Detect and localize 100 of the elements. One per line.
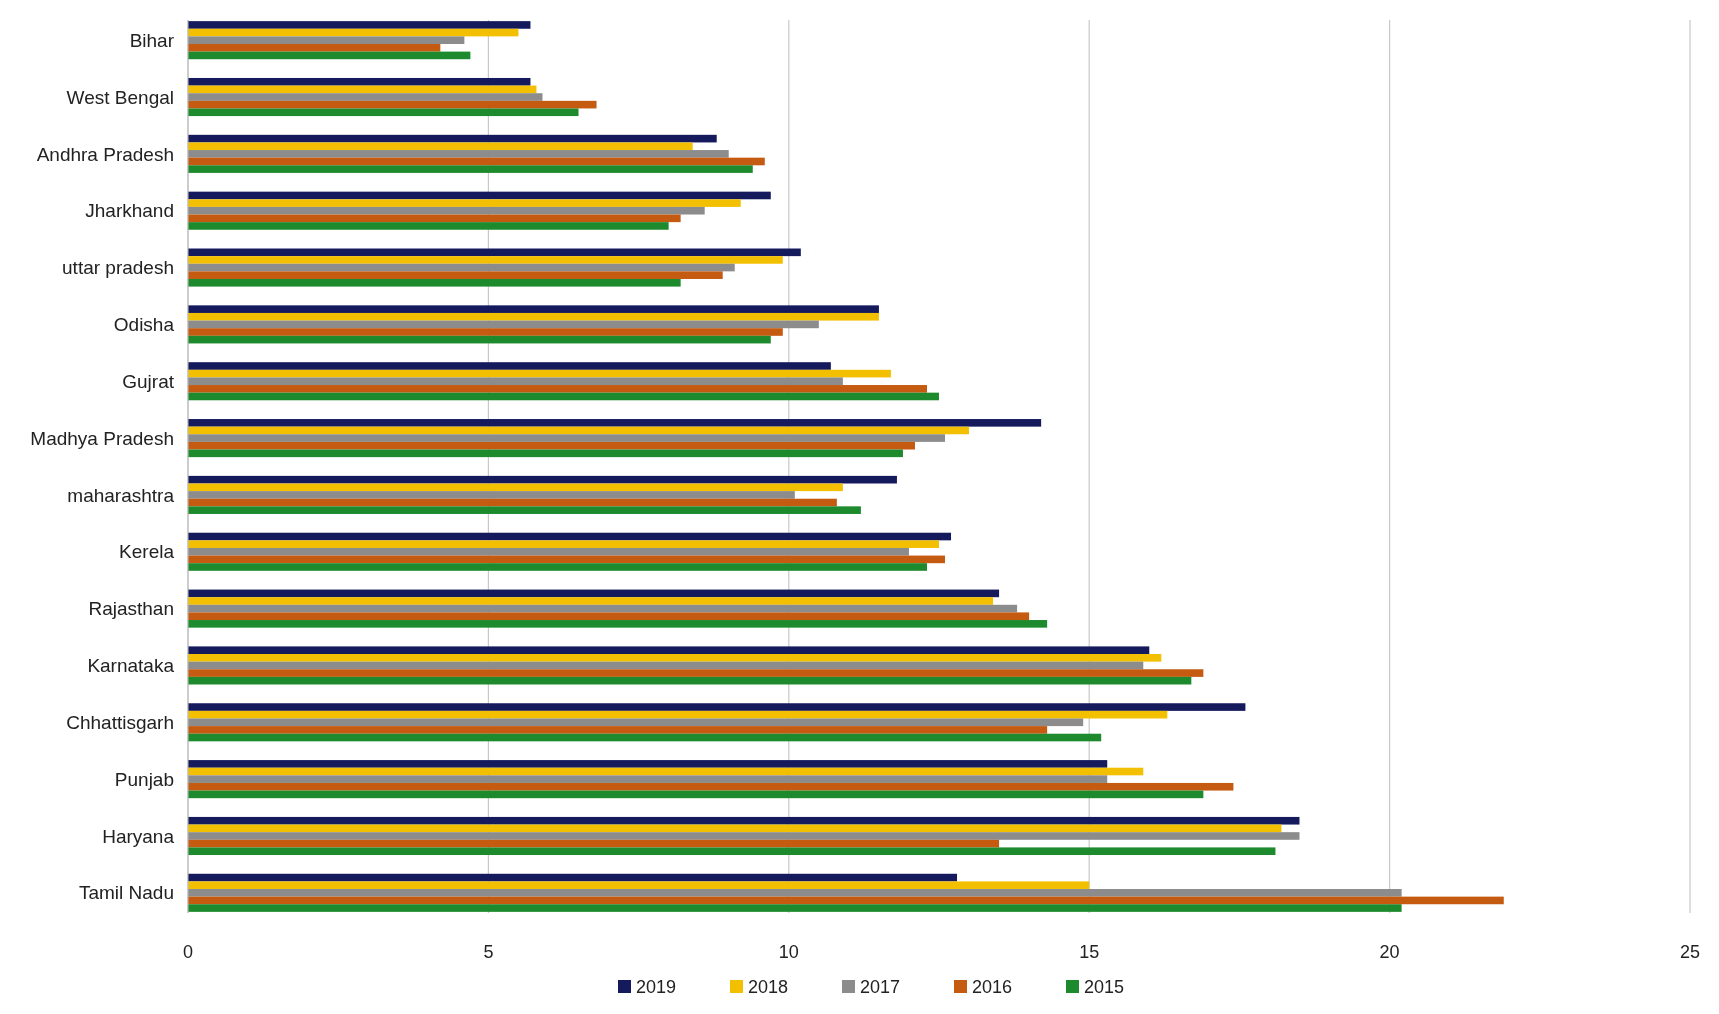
bar [188, 620, 1048, 628]
bar [188, 328, 783, 336]
bar [188, 847, 1276, 856]
bar [188, 134, 717, 143]
bar [188, 824, 1282, 833]
bar [188, 540, 939, 548]
bar [188, 93, 543, 101]
bar [188, 305, 879, 313]
y-tick-label: Andhra Pradesh [36, 143, 174, 165]
y-tick-label: uttar pradesh [62, 257, 174, 279]
bar [188, 21, 531, 29]
bar [188, 483, 843, 492]
legend-label: 2019 [636, 977, 677, 997]
bar [188, 604, 1018, 613]
bar [188, 271, 723, 279]
bar [188, 28, 519, 37]
bar [188, 426, 970, 435]
bar [188, 839, 1000, 848]
bar [188, 475, 897, 484]
bar [188, 904, 1402, 912]
bar [188, 108, 579, 117]
y-tick-label: Rajasthan [88, 598, 174, 620]
y-tick-label: West Bengal [66, 86, 174, 108]
bar [188, 612, 1030, 621]
y-tick-label: Punjab [114, 768, 174, 790]
bar [188, 589, 1000, 598]
bar [188, 703, 1246, 711]
y-tick-label: maharashtra [67, 484, 175, 506]
y-tick-label: Bihar [129, 29, 175, 51]
bar [188, 434, 946, 442]
bar [188, 199, 741, 207]
y-tick-label: Chhattisgarh [66, 711, 174, 733]
bar [188, 669, 1204, 677]
bar [188, 733, 1102, 742]
bar [188, 491, 795, 499]
bar [188, 157, 765, 166]
bar [188, 191, 771, 200]
bar [188, 256, 783, 264]
bar [188, 312, 879, 321]
x-tick-label: 0 [182, 942, 194, 962]
legend-label: 2016 [972, 977, 1013, 997]
bar [188, 441, 915, 450]
bar [188, 881, 1090, 890]
legend-label: 2017 [860, 977, 901, 997]
bar [188, 532, 952, 541]
legend-label: 2015 [1084, 977, 1125, 997]
bar [188, 760, 1108, 768]
bar [188, 767, 1144, 776]
bar [188, 222, 669, 230]
y-tick-label: Tamil Nadu [78, 882, 174, 904]
bar [188, 873, 958, 882]
bar [188, 449, 903, 458]
bar [188, 547, 909, 556]
bar [188, 85, 537, 94]
y-tick-label: Karnataka [87, 655, 175, 677]
bar [188, 498, 837, 507]
x-tick-label: 10 [778, 942, 799, 962]
bar [188, 832, 1300, 840]
y-tick-label: Odisha [113, 314, 175, 336]
bar [188, 263, 735, 272]
legend-label: 2018 [748, 977, 789, 997]
y-tick-label: Madhya Pradesh [30, 427, 174, 449]
bar [188, 335, 771, 344]
bar [188, 51, 471, 60]
bar [188, 816, 1300, 825]
bar [188, 718, 1084, 727]
bar [188, 646, 1150, 655]
y-tick-label: Jharkhand [85, 200, 174, 222]
bar [188, 320, 819, 329]
bar [188, 597, 994, 605]
bar [188, 392, 939, 401]
bar [188, 555, 946, 564]
bar [188, 782, 1234, 791]
bar [188, 710, 1168, 719]
bar [188, 506, 861, 514]
bar [188, 142, 693, 151]
bar [188, 419, 1042, 427]
bar [188, 654, 1162, 662]
bar [188, 676, 1192, 685]
bar [188, 206, 705, 215]
bar [188, 36, 465, 44]
y-tick-label: Kerela [119, 541, 175, 563]
x-tick-label: 15 [1079, 942, 1100, 962]
y-tick-label: Haryana [102, 825, 175, 847]
bar [188, 248, 801, 257]
bar [188, 377, 843, 386]
bar [188, 661, 1144, 670]
x-tick-label: 5 [483, 942, 494, 962]
bar [188, 790, 1204, 799]
y-tick-label: Gujrat [122, 370, 175, 392]
bar [188, 563, 927, 571]
bar [188, 889, 1402, 897]
bar [188, 385, 927, 393]
x-tick-label: 20 [1379, 942, 1400, 962]
bar [188, 100, 597, 109]
bar [188, 77, 531, 86]
bar [188, 369, 891, 378]
x-tick-label: 25 [1679, 942, 1701, 962]
bar [188, 726, 1048, 734]
bar [188, 214, 681, 223]
